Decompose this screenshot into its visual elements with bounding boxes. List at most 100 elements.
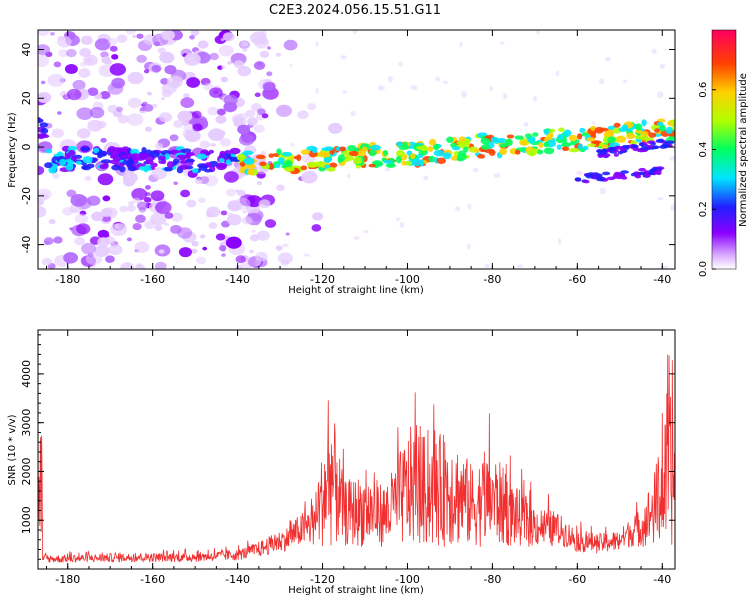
ridge-blob xyxy=(347,144,357,152)
noise-blob xyxy=(247,117,258,126)
noise-blob xyxy=(315,87,319,94)
noise-blob xyxy=(396,217,400,222)
ridge-blob xyxy=(45,148,53,154)
noise-blob xyxy=(80,61,87,67)
noise-blob xyxy=(472,167,479,173)
ridge-blob xyxy=(416,146,426,150)
noise-blob xyxy=(249,249,254,254)
ridge-blob xyxy=(361,146,368,153)
noise-blob xyxy=(220,210,228,216)
y-tick-label: 1000 xyxy=(20,506,33,534)
ridge-blob xyxy=(109,154,117,159)
noise-blob xyxy=(78,68,91,78)
branch-blob xyxy=(630,172,637,177)
ridge-blob xyxy=(490,136,499,143)
noise-blob xyxy=(163,222,169,227)
noise-blob xyxy=(111,54,119,60)
noise-blob xyxy=(285,232,290,236)
ridge-blob xyxy=(537,149,544,155)
noise-blob xyxy=(220,38,225,42)
ridge-blob xyxy=(496,137,507,144)
noise-blob xyxy=(155,261,167,269)
noise-blob xyxy=(97,237,110,247)
noise-blob xyxy=(85,252,103,266)
noise-blob xyxy=(136,33,144,39)
ridge-blob xyxy=(648,132,657,138)
ridge-blob xyxy=(641,119,647,127)
ridge-blob xyxy=(337,154,345,162)
noise-blob xyxy=(227,60,233,65)
noise-blob xyxy=(189,35,195,40)
noise-blob xyxy=(87,119,103,132)
ridge-blob xyxy=(543,141,550,148)
noise-blob xyxy=(342,90,348,94)
noise-blob xyxy=(241,41,249,47)
noise-blob xyxy=(178,247,193,258)
ridge-blob xyxy=(314,161,326,167)
noise-blob xyxy=(223,171,239,183)
noise-blob xyxy=(657,91,664,98)
noise-blob xyxy=(76,128,91,139)
y-tick-label: -20 xyxy=(20,187,33,205)
noise-blob xyxy=(215,233,226,241)
noise-blob xyxy=(160,78,169,85)
branch-blob xyxy=(614,171,622,176)
noise-blob xyxy=(363,230,369,234)
ridge-blob xyxy=(181,148,192,153)
ridge-blob xyxy=(598,127,609,132)
noise-blob xyxy=(211,142,217,147)
noise-blob xyxy=(347,173,351,179)
x-tick-label: -140 xyxy=(225,273,250,286)
noise-blob xyxy=(384,168,391,172)
ridge-blob xyxy=(457,153,467,161)
noise-blob xyxy=(225,188,237,197)
noise-blob xyxy=(132,223,142,231)
noise-blob xyxy=(206,211,214,218)
noise-blob xyxy=(74,236,86,246)
ridge-blob xyxy=(519,140,529,146)
noise-blob xyxy=(251,229,256,233)
ridge-blob xyxy=(558,127,565,132)
ridge-blob xyxy=(277,157,285,163)
noise-blob xyxy=(152,103,158,108)
ridge-blob xyxy=(38,133,48,138)
noise-blob xyxy=(143,69,150,74)
noise-blob xyxy=(40,80,46,85)
ridge-blob xyxy=(607,136,616,143)
ridge-blob xyxy=(164,153,171,160)
noise-blob xyxy=(135,214,146,223)
ridge-blob xyxy=(196,153,208,160)
ridge-blob xyxy=(396,141,403,147)
noise-blob xyxy=(257,108,266,116)
noise-blob xyxy=(398,61,403,67)
ridge-blob xyxy=(621,124,629,131)
ridge-blob xyxy=(144,159,154,164)
noise-blob xyxy=(38,205,47,218)
x-tick-label: -120 xyxy=(310,573,335,586)
noise-blob xyxy=(301,170,318,184)
ridge-blob xyxy=(176,154,188,159)
noise-blob xyxy=(378,84,382,91)
noise-blob xyxy=(623,79,628,84)
ridge-blob xyxy=(432,143,440,151)
x-tick-label: -120 xyxy=(310,273,335,286)
branch-blob xyxy=(596,149,603,153)
noise-blob xyxy=(261,113,269,119)
ridge-blob xyxy=(603,135,609,144)
ridge-blob xyxy=(401,141,408,147)
ridge-blob xyxy=(107,146,117,154)
ridge-blob xyxy=(300,165,308,171)
noise-blob xyxy=(282,243,289,248)
ridge-blob xyxy=(130,148,140,155)
ridge-blob xyxy=(656,121,664,126)
x-tick-label: -140 xyxy=(225,573,250,586)
ridge-blob xyxy=(352,156,363,165)
branch-blob xyxy=(656,169,662,173)
x-tick-label: -100 xyxy=(395,573,420,586)
ridge-blob xyxy=(532,148,539,153)
ridge-blob xyxy=(136,163,146,167)
noise-blob xyxy=(245,109,256,118)
noise-blob xyxy=(180,189,191,198)
ridge-blob xyxy=(276,148,282,155)
